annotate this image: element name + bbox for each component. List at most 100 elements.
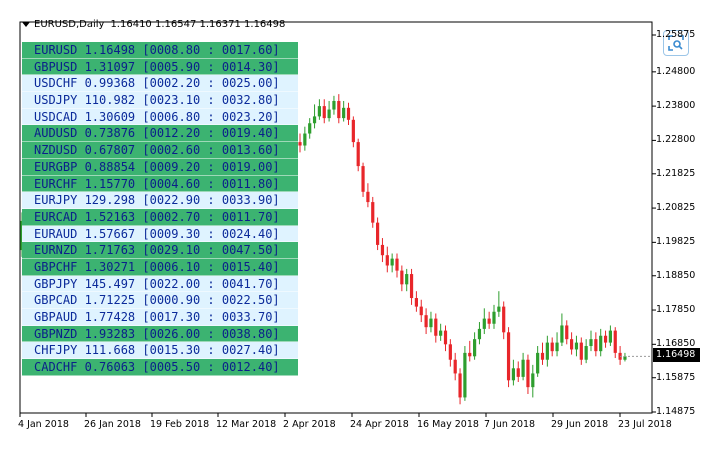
y-tick-label: 1.17850 (656, 304, 696, 316)
candle-up (589, 339, 593, 347)
y-tick-label: 1.19825 (656, 236, 696, 248)
candle-down (346, 107, 351, 120)
candle-down (385, 255, 389, 266)
candle-down (613, 330, 617, 353)
y-tick-label: 1.18850 (656, 269, 696, 281)
candle-down (594, 339, 598, 352)
candle-up (405, 274, 409, 285)
current-price-tag: 1.16498 (653, 348, 700, 362)
panel-row: NZDUSD 0.67807 [0002.60 : 0013.60] (22, 142, 298, 159)
candle-down (395, 258, 399, 271)
candle-down (371, 202, 375, 223)
zoom-fit-button[interactable] (663, 30, 689, 56)
candle-down (458, 373, 462, 398)
candle-down (351, 119, 355, 143)
candle-down (409, 274, 414, 299)
panel-row: EURCAD 1.52163 [0002.70 : 0011.70] (22, 208, 298, 226)
y-tick-label: 1.21825 (656, 167, 696, 179)
x-tick-label: 16 May 2018 (417, 419, 479, 430)
panel-row: GBPCAD 1.71225 [0000.90 : 0022.50] (22, 292, 298, 309)
candle-up (536, 352, 540, 374)
zoom-fit-icon (668, 35, 684, 51)
x-tick-label: 29 Jun 2018 (551, 419, 609, 430)
x-tick-label: 24 Apr 2018 (350, 419, 409, 430)
candle-up (477, 328, 482, 340)
y-tick-label: 1.25875 (656, 29, 696, 40)
candle-up (463, 352, 467, 398)
candle-up (584, 346, 588, 360)
candle-up (308, 123, 312, 134)
panel-row: GBPJPY 145.497 [0022.00 : 0041.70] (22, 275, 298, 293)
panel-row: EURUSD 1.16498 [0008.80 : 0017.60] (22, 42, 298, 59)
candle-down (526, 359, 530, 388)
candle-up (497, 306, 501, 312)
candle-down (361, 166, 365, 192)
panel-row: CHFJPY 111.668 [0015.30 : 0027.40] (22, 342, 298, 360)
y-tick-label: 1.14875 (656, 406, 696, 417)
candle-up (623, 356, 627, 360)
candle-down (550, 342, 554, 352)
candle-down (424, 315, 428, 328)
candle-up (555, 342, 559, 352)
panel-row: GBPAUD 1.77428 [0017.30 : 0033.70] (22, 309, 298, 326)
candle-down (414, 298, 418, 307)
candle-down (579, 342, 583, 360)
candle-up (327, 109, 331, 119)
x-tick-label: 4 Jan 2018 (18, 419, 69, 430)
candle-up (303, 133, 307, 146)
candle-up (608, 330, 612, 343)
chart-menu-triangle-icon[interactable] (22, 21, 30, 27)
y-tick-label: 1.24800 (656, 65, 696, 77)
candle-down (516, 368, 520, 377)
x-axis-ticks (19, 413, 621, 417)
chart-header: EURUSD,Daily 1.16410 1.16547 1.16371 1.16… (22, 19, 285, 30)
y-tick-label: 1.23800 (656, 100, 696, 112)
x-tick-label: 23 Jul 2018 (618, 419, 672, 430)
candle-down (434, 318, 438, 336)
panel-row: EURAUD 1.57667 [0009.30 : 0024.40] (22, 225, 298, 243)
candle-down (419, 306, 423, 316)
candle-up (473, 339, 477, 357)
candle-down (366, 191, 370, 203)
y-tick-label: 1.15875 (656, 371, 696, 383)
candle-up (342, 107, 346, 119)
candle-down (322, 106, 326, 119)
panel-row: USDCAD 1.30609 [0006.80 : 0023.20] (22, 108, 298, 126)
y-axis-ticks (652, 34, 656, 413)
panel-row: EURGBP 0.88854 [0009.20 : 0019.00] (22, 158, 298, 176)
panel-row: USDCHF 0.99368 [0002.20 : 0025.00] (22, 75, 298, 93)
x-tick-label: 2 Apr 2018 (283, 419, 336, 430)
candle-up (511, 368, 515, 381)
x-tick-label: 26 Jan 2018 (84, 419, 141, 430)
candle-down (298, 142, 302, 146)
candle-up (312, 116, 317, 124)
y-axis-labels: 1.25875 1.24800 1.23800 1.22800 1.21825 1.208… (652, 0, 720, 420)
x-tick-label: 7 Jun 2018 (484, 419, 536, 430)
candle-down (356, 142, 360, 167)
candle-down (570, 339, 574, 350)
candle-down (468, 352, 472, 357)
candle-down (400, 270, 404, 285)
candle-up (492, 311, 496, 324)
candle-up (317, 106, 321, 117)
y-tick-label: 1.20825 (656, 202, 696, 214)
candle-up (574, 342, 579, 350)
candle-down (487, 318, 491, 324)
candle-up (332, 100, 336, 110)
x-tick-label: 19 Feb 2018 (150, 419, 210, 430)
candle-up (531, 373, 535, 388)
candle-up (429, 318, 433, 328)
candle-up (439, 330, 443, 336)
candle-up (390, 258, 394, 266)
panel-row: GBPCHF 1.30271 [0006.10 : 0015.40] (22, 258, 298, 276)
candle-down (540, 352, 545, 360)
panel-row: EURCHF 1.15770 [0004.60 : 0011.80] (22, 175, 298, 193)
panel-row: AUDUSD 0.73876 [0012.20 : 0019.40] (22, 125, 298, 143)
candle-down (443, 330, 448, 345)
candle-down (502, 306, 506, 333)
candle-down (376, 222, 380, 245)
candle-down (565, 325, 569, 340)
panel-row: EURJPY 129.298 [0022.90 : 0033.90] (22, 192, 298, 209)
ohlc-values: 1.16410 1.16547 1.16371 1.16498 (110, 19, 286, 30)
panel-row: EURNZD 1.71763 [0029.10 : 0047.50] (22, 242, 298, 259)
